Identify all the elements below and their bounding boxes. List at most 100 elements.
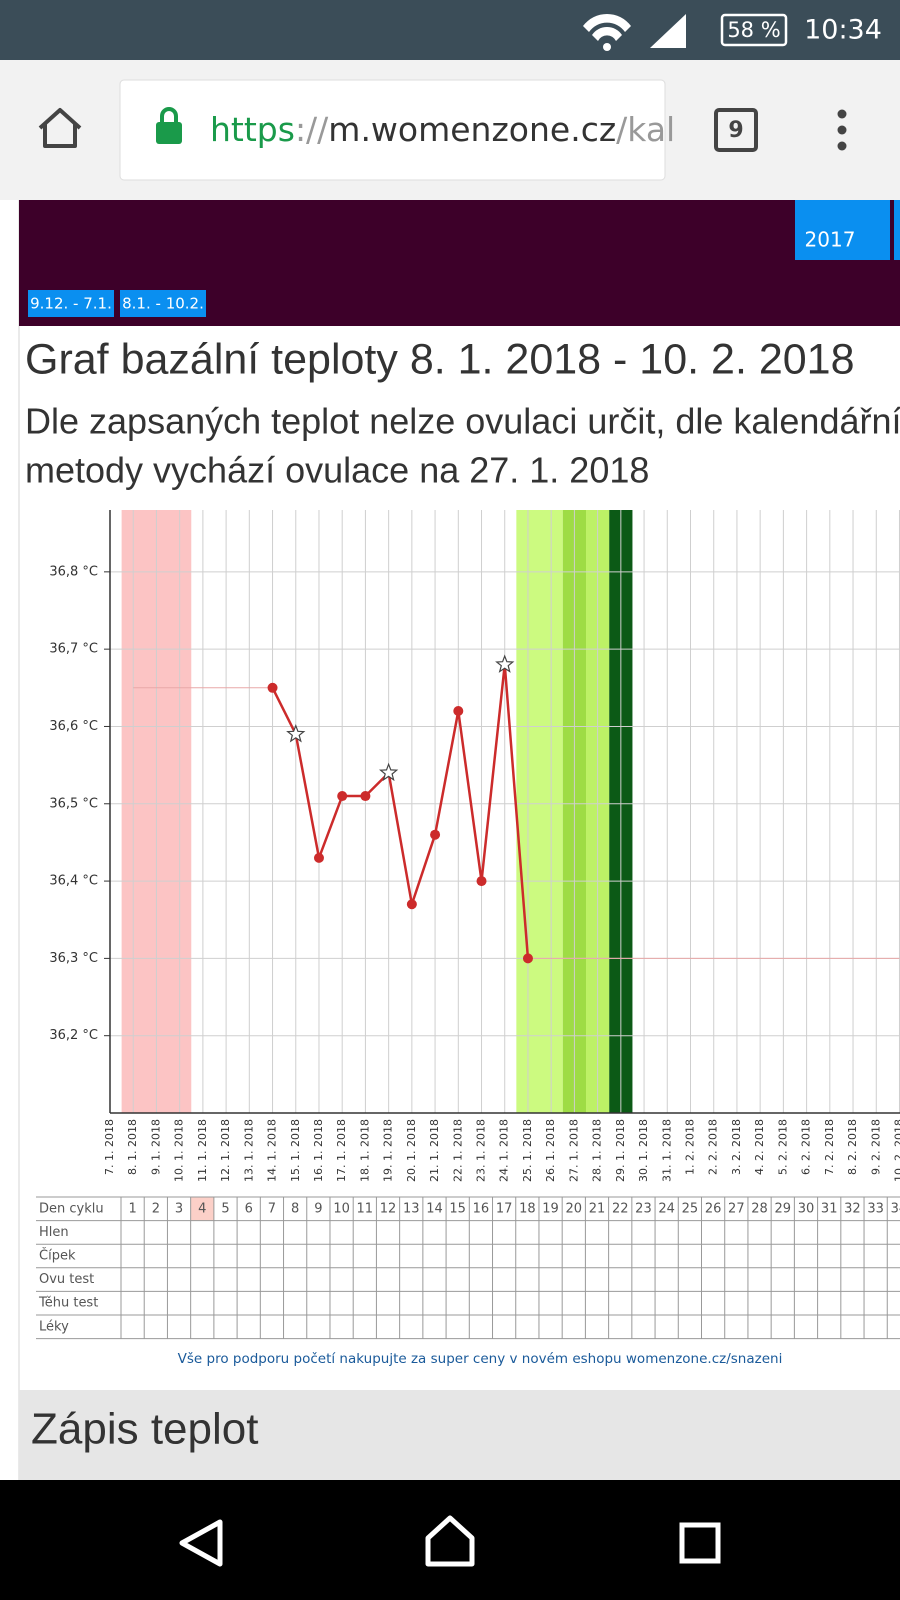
cycle-day: 33 bbox=[867, 1201, 884, 1216]
x-tick-label: 3. 2. 2018 bbox=[730, 1119, 743, 1175]
cycle-day: 26 bbox=[705, 1201, 722, 1216]
x-tick-label: 21. 1. 2018 bbox=[428, 1119, 441, 1182]
star-marker bbox=[379, 762, 399, 782]
cycle-day: 8 bbox=[291, 1201, 299, 1216]
year-tab[interactable] bbox=[795, 200, 890, 260]
cycle-day: 24 bbox=[658, 1201, 675, 1216]
home-button[interactable] bbox=[38, 108, 82, 148]
cycle-day: 20 bbox=[566, 1201, 583, 1216]
x-tick-label: 26. 1. 2018 bbox=[544, 1119, 557, 1182]
url-path: /kal bbox=[616, 110, 675, 149]
tabs-button[interactable] bbox=[714, 108, 758, 152]
point-marker bbox=[522, 953, 533, 964]
range-tab[interactable] bbox=[28, 290, 114, 317]
promo-link[interactable]: Vše pro podporu početí nakupujte za supe… bbox=[178, 1351, 783, 1367]
home-nav-button[interactable] bbox=[425, 1515, 475, 1567]
cycle-day: 30 bbox=[798, 1201, 815, 1216]
battery-level: 58 % bbox=[727, 18, 780, 42]
subtitle-line: metody vychází ovulace na 27. 1. 2018 bbox=[25, 450, 649, 491]
cycle-day: 12 bbox=[380, 1201, 397, 1216]
cycle-day: 18 bbox=[519, 1201, 536, 1216]
point-marker bbox=[430, 829, 441, 840]
row-label: Těhu test bbox=[38, 1296, 98, 1311]
cycle-table: Den cyklu Hlen Čípek Ovu test Těhu test Léky 1… bbox=[36, 1196, 900, 1340]
cycle-day: 1 bbox=[128, 1201, 136, 1216]
year-tab-label[interactable]: 2017 bbox=[805, 228, 856, 252]
phase-band bbox=[516, 510, 563, 1113]
temperature-line bbox=[271, 663, 530, 959]
temperature-line bbox=[133, 687, 900, 959]
star-marker bbox=[495, 654, 515, 673]
point-marker bbox=[267, 682, 278, 693]
year-tab-next[interactable] bbox=[894, 200, 900, 260]
battery-icon bbox=[720, 13, 788, 47]
row-label: Čípek bbox=[39, 1248, 76, 1264]
star-marker bbox=[286, 724, 306, 743]
section-heading: Zápis teplot bbox=[31, 1405, 258, 1454]
url[interactable]: https://m.womenzone.cz/kal bbox=[210, 110, 675, 149]
x-tick-label: 5. 2. 2018 bbox=[776, 1119, 789, 1175]
menu-button[interactable] bbox=[837, 109, 847, 151]
signal-icon bbox=[650, 14, 686, 48]
clock: 10:34 bbox=[804, 15, 882, 46]
x-tick-label: 10. 1. 2018 bbox=[173, 1119, 186, 1182]
point-marker bbox=[313, 852, 324, 863]
x-tick-label: 29. 1. 2018 bbox=[614, 1119, 627, 1182]
cycle-day: 25 bbox=[682, 1201, 699, 1216]
tab-count: 9 bbox=[728, 118, 743, 143]
cycle-day: 3 bbox=[175, 1201, 183, 1216]
status-bar bbox=[0, 0, 900, 60]
chart: 7. 1. 2018 8. 1. 2018 9. 1. 2018 10. 1. 201… bbox=[49, 510, 900, 1182]
url-host: m.womenzone.cz bbox=[328, 110, 616, 149]
cycle-day: 14 bbox=[426, 1201, 443, 1216]
range-tab-label[interactable]: 9.12. - 7.1. bbox=[30, 295, 112, 313]
point-marker bbox=[406, 899, 417, 910]
cycle-day: 11 bbox=[357, 1201, 374, 1216]
cycle-day: 15 bbox=[449, 1201, 466, 1216]
url-separator: :// bbox=[295, 110, 329, 149]
cycle-day: 2 bbox=[152, 1201, 160, 1216]
cycle-day: 6 bbox=[245, 1201, 253, 1216]
cycle-day: 32 bbox=[844, 1201, 861, 1216]
cycle-day: 16 bbox=[473, 1201, 490, 1216]
x-tick-label: 27. 1. 2018 bbox=[567, 1119, 580, 1182]
x-tick-label: 28. 1. 2018 bbox=[591, 1119, 604, 1182]
cycle-day: 7 bbox=[268, 1201, 276, 1216]
x-tick-label: 22. 1. 2018 bbox=[451, 1119, 464, 1182]
x-tick-label: 18. 1. 2018 bbox=[358, 1119, 371, 1182]
url-scheme: https bbox=[210, 110, 295, 149]
y-tick-label: 36,7 °C bbox=[49, 642, 98, 657]
x-tick-label: 2. 2. 2018 bbox=[707, 1119, 720, 1175]
point-marker bbox=[360, 791, 371, 802]
x-tick-label: 30. 1. 2018 bbox=[637, 1119, 650, 1182]
x-tick-label: 6. 2. 2018 bbox=[800, 1119, 813, 1175]
wifi-icon bbox=[583, 13, 631, 51]
nav-bar bbox=[0, 1480, 900, 1600]
x-tick-label: 16. 1. 2018 bbox=[312, 1119, 325, 1182]
x-tick-label: 15. 1. 2018 bbox=[289, 1119, 302, 1182]
url-box[interactable] bbox=[119, 79, 666, 181]
x-tick-label: 9. 1. 2018 bbox=[149, 1119, 162, 1175]
x-tick-label: 8. 2. 2018 bbox=[846, 1119, 859, 1175]
range-tab-label[interactable]: 8.1. - 10.2. bbox=[122, 295, 204, 313]
x-tick-label: 9. 2. 2018 bbox=[869, 1119, 882, 1175]
subtitle-line: Dle zapsaných teplot nelze ovulaci určit… bbox=[25, 401, 900, 442]
cycle-day: 5 bbox=[221, 1201, 229, 1216]
cycle-day: 10 bbox=[333, 1201, 350, 1216]
x-tick-label: 19. 1. 2018 bbox=[382, 1119, 395, 1182]
recents-button[interactable] bbox=[679, 1522, 721, 1564]
x-tick-label: 12. 1. 2018 bbox=[219, 1119, 232, 1182]
x-tick-label: 8. 1. 2018 bbox=[126, 1119, 139, 1175]
x-tick-label: 7. 2. 2018 bbox=[823, 1119, 836, 1175]
x-tick-label: 4. 2. 2018 bbox=[753, 1119, 766, 1175]
range-tab[interactable] bbox=[120, 290, 206, 317]
y-tick-label: 36,8 °C bbox=[49, 564, 98, 579]
highlighted-cell bbox=[190, 1197, 214, 1221]
point-marker bbox=[476, 876, 487, 887]
x-tick-label: 7. 1. 2018 bbox=[103, 1119, 116, 1175]
cycle-day: 29 bbox=[774, 1201, 791, 1216]
point-marker bbox=[337, 791, 348, 802]
back-button[interactable] bbox=[179, 1519, 223, 1567]
